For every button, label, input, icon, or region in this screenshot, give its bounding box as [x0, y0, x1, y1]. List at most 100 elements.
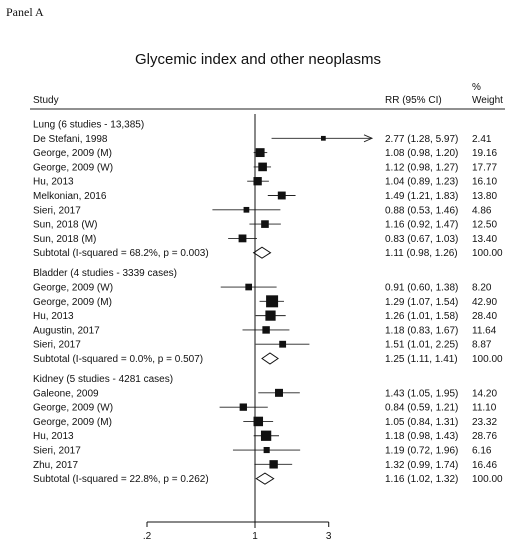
study-weight: 8.87 — [472, 340, 492, 351]
study-rr-ci: 0.84 (0.59, 1.21) — [385, 403, 458, 414]
estimate-square — [269, 460, 278, 469]
estimate-square — [262, 326, 270, 334]
study-rr-ci: 0.88 (0.53, 1.46) — [385, 205, 458, 216]
study-weight: 11.10 — [472, 403, 497, 414]
study-weight: 11.64 — [472, 325, 497, 336]
study-rr-ci: 1.08 (0.98, 1.20) — [385, 148, 458, 159]
pooled-diamond — [255, 472, 275, 485]
study-weight: 28.40 — [472, 311, 497, 322]
estimate-square — [275, 388, 283, 397]
study-rr-ci: 1.32 (0.99, 1.74) — [385, 460, 458, 471]
study-weight: 23.32 — [472, 417, 497, 428]
estimate-square — [279, 340, 287, 348]
pooled-diamond — [261, 352, 279, 365]
study-name: Sieri, 2017 — [33, 446, 81, 457]
column-header-ci: RR (95% CI) — [385, 95, 442, 106]
study-name: De Stefani, 1998 — [33, 134, 108, 145]
subtotal-rr-ci: 1.25 (1.11, 1.41) — [385, 354, 458, 365]
estimate-square — [253, 177, 262, 186]
study-weight: 6.16 — [472, 446, 492, 457]
study-name: George, 2009 (W) — [33, 162, 113, 173]
study-name: George, 2009 (M) — [33, 148, 112, 159]
x-tick-label: .2 — [143, 531, 152, 542]
study-name: Sieri, 2017 — [33, 205, 81, 216]
study-weight: 4.86 — [472, 205, 492, 216]
study-rr-ci: 1.18 (0.83, 1.67) — [385, 325, 458, 336]
study-weight: 16.46 — [472, 460, 497, 471]
study-name: Augustin, 2017 — [33, 325, 100, 336]
study-name: Hu, 2013 — [33, 177, 74, 188]
estimate-square — [277, 191, 286, 200]
study-name: Sun, 2018 (W) — [33, 220, 97, 231]
estimate-square — [258, 162, 267, 172]
subtotal-weight: 100.00 — [472, 474, 503, 485]
subtotal-label: Subtotal (I-squared = 0.0%, p = 0.507) — [33, 354, 203, 365]
study-name: Galeone, 2009 — [33, 388, 99, 399]
estimate-square — [255, 148, 265, 158]
study-name: Hu, 2013 — [33, 311, 74, 322]
estimate-square — [253, 416, 264, 427]
subtotal-label: Subtotal (I-squared = 68.2%, p = 0.003) — [33, 248, 209, 259]
study-rr-ci: 1.04 (0.89, 1.23) — [385, 177, 458, 188]
study-weight: 28.76 — [472, 431, 497, 442]
subtotal-weight: 100.00 — [472, 354, 503, 365]
pooled-diamond — [252, 246, 272, 259]
x-tick-label: 3 — [326, 531, 332, 542]
study-weight: 14.20 — [472, 388, 497, 399]
estimate-square — [239, 403, 247, 411]
subtotal-label: Subtotal (I-squared = 22.8%, p = 0.262) — [33, 474, 209, 485]
study-name: Zhu, 2017 — [33, 460, 78, 471]
study-rr-ci: 0.83 (0.67, 1.03) — [385, 234, 458, 245]
study-name: Sieri, 2017 — [33, 340, 81, 351]
study-rr-ci: 1.12 (0.98, 1.27) — [385, 162, 458, 173]
panel-label: Panel A — [6, 5, 44, 19]
estimate-square — [263, 446, 270, 454]
x-tick-label: 1 — [252, 531, 258, 542]
ci-arrow-icon — [363, 134, 374, 143]
study-rr-ci: 1.51 (1.01, 2.25) — [385, 340, 458, 351]
study-rr-ci: 1.05 (0.84, 1.31) — [385, 417, 458, 428]
group-label: Kidney (5 studies - 4281 cases) — [33, 374, 173, 385]
study-weight: 19.16 — [472, 148, 497, 159]
study-weight: 17.77 — [472, 162, 497, 173]
study-rr-ci: 0.91 (0.60, 1.38) — [385, 283, 458, 294]
column-header-weight: Weight — [472, 95, 503, 106]
study-weight: 2.41 — [472, 134, 492, 145]
estimate-square — [243, 206, 250, 213]
estimate-square — [265, 310, 276, 321]
study-rr-ci: 1.16 (0.92, 1.47) — [385, 220, 458, 231]
column-header-study: Study — [33, 95, 59, 106]
study-rr-ci: 1.18 (0.98, 1.43) — [385, 431, 458, 442]
study-weight: 8.20 — [472, 283, 492, 294]
study-rr-ci: 1.43 (1.05, 1.95) — [385, 388, 458, 399]
study-weight: 16.10 — [472, 177, 497, 188]
estimate-square — [245, 283, 252, 291]
study-weight: 13.80 — [472, 191, 497, 202]
chart-title: Glycemic index and other neoplasms — [135, 51, 381, 68]
study-name: George, 2009 (M) — [33, 417, 112, 428]
group-label: Lung (6 studies - 13,385) — [33, 120, 144, 131]
subtotal-weight: 100.00 — [472, 248, 503, 259]
study-weight: 12.50 — [472, 220, 497, 231]
study-name: Melkonian, 2016 — [33, 191, 107, 202]
study-rr-ci: 1.19 (0.72, 1.96) — [385, 446, 458, 457]
subtotal-rr-ci: 1.16 (1.02, 1.32) — [385, 474, 458, 485]
group-label: Bladder (4 studies - 3339 cases) — [33, 268, 177, 279]
estimate-square — [266, 295, 279, 308]
study-weight: 42.90 — [472, 297, 497, 308]
study-weight: 13.40 — [472, 234, 497, 245]
estimate-square — [320, 135, 326, 141]
estimate-square — [260, 430, 272, 441]
study-rr-ci: 1.26 (1.01, 1.58) — [385, 311, 458, 322]
subtotal-rr-ci: 1.11 (0.98, 1.26) — [385, 248, 458, 259]
study-name: Sun, 2018 (M) — [33, 234, 96, 245]
column-header-weight-percent: % — [472, 82, 481, 93]
estimate-square — [261, 220, 269, 228]
study-name: George, 2009 (W) — [33, 403, 113, 414]
forest-rows: Lung (6 studies - 13,385) De Stefani, 199… — [33, 120, 503, 486]
study-name: George, 2009 (W) — [33, 283, 113, 294]
study-name: Hu, 2013 — [33, 431, 74, 442]
study-rr-ci: 2.77 (1.28, 5.97) — [385, 134, 458, 145]
